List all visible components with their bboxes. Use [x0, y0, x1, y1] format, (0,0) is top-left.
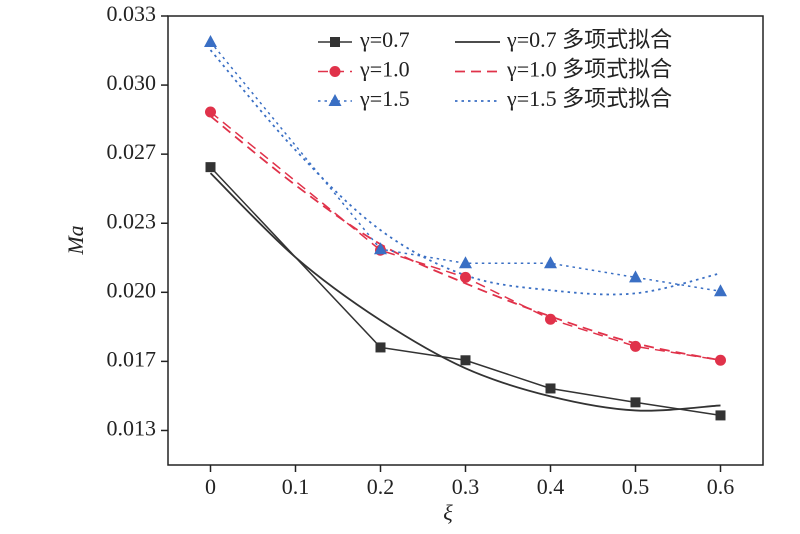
- data-point: [460, 271, 471, 283]
- y-tick-label: 0.027: [107, 139, 157, 164]
- data-point: [459, 256, 472, 269]
- data-point: [630, 397, 641, 408]
- data-line: [210, 111, 721, 362]
- y-tick-label: 0.023: [107, 208, 157, 233]
- data-point: [375, 342, 386, 353]
- y-tick-label: 0.033: [107, 1, 157, 26]
- data-point: [714, 284, 727, 297]
- fit-line: [209, 115, 721, 362]
- data-point: [629, 270, 642, 283]
- legend-label: γ=1.0: [359, 57, 410, 82]
- data-point: [460, 355, 471, 366]
- data-point: [374, 242, 387, 255]
- data-line: [209, 166, 721, 417]
- plot-frame: [167, 15, 764, 466]
- fit-line: [209, 49, 721, 296]
- x-tick-label: 0: [205, 474, 216, 499]
- legend-label: γ=1.5: [359, 86, 410, 111]
- data-point: [715, 410, 726, 421]
- data-point: [545, 313, 556, 325]
- x-tick-label: 0.4: [537, 474, 565, 499]
- legend-label: γ=0.7 多项式拟合: [506, 27, 672, 52]
- legend-label: γ=0.7: [359, 27, 410, 52]
- x-tick-label: 0.5: [622, 474, 650, 499]
- y-tick-label: 0.013: [107, 416, 157, 441]
- legend-marker: [329, 66, 341, 77]
- data-point: [205, 106, 216, 118]
- x-tick-label: 0.6: [707, 474, 735, 499]
- data-point: [544, 256, 557, 269]
- fit-line: [209, 172, 721, 412]
- x-tick-label: 0.2: [367, 474, 395, 499]
- data-point: [204, 34, 217, 47]
- y-tick-label: 0.020: [107, 277, 157, 302]
- data-line: [209, 41, 721, 293]
- data-point: [545, 383, 556, 394]
- x-axis-label: ξ: [443, 500, 453, 525]
- legend-label: γ=1.5 多项式拟合: [506, 86, 672, 111]
- x-tick-label: 0.1: [282, 474, 310, 499]
- legend-marker: [328, 94, 342, 106]
- x-tick-label: 0.3: [452, 474, 480, 499]
- y-axis-label: Ma: [63, 225, 88, 255]
- data-point: [205, 162, 216, 173]
- y-tick-label: 0.017: [107, 346, 157, 371]
- y-tick-label: 0.030: [107, 70, 157, 95]
- legend-label: γ=1.0 多项式拟合: [506, 57, 672, 82]
- data-point: [630, 340, 641, 352]
- legend-marker: [330, 37, 340, 47]
- data-point: [715, 354, 726, 366]
